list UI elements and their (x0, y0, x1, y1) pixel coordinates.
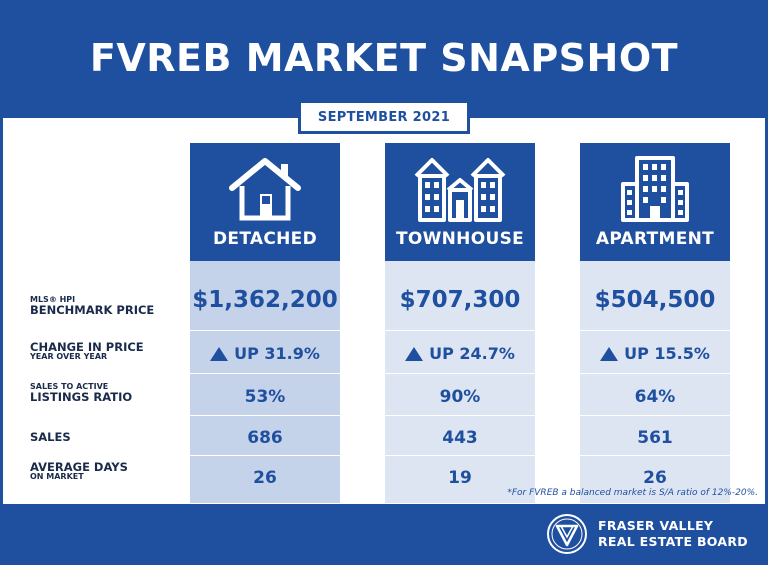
average-days-value: 26 (253, 468, 277, 488)
sales-value: 686 (247, 428, 283, 448)
row-divider (20, 373, 731, 374)
sales-ratio-value: 90% (439, 387, 481, 407)
benchmark-price-value: $707,300 (399, 287, 521, 313)
row-label-small: SALES TO ACTIVE (30, 382, 109, 391)
row-label-main: LISTINGS RATIO (30, 390, 133, 405)
column-detached: DETACHED $1,362,200 UP 31.9% 53% 686 26 (190, 143, 340, 503)
row-divider (20, 330, 731, 331)
brand-name-line2: REAL ESTATE BOARD (598, 534, 748, 549)
fvreb-logo-icon (547, 514, 587, 554)
change-in-price-cell: UP 24.7% (385, 344, 535, 365)
change-in-price-cell: UP 31.9% (190, 344, 340, 365)
column-body: $504,500 UP 15.5% 64% 561 26 (580, 261, 730, 503)
date-badge: SEPTEMBER 2021 (298, 100, 470, 134)
apartment-building-icon (580, 153, 730, 225)
row-label-sales: SALES (30, 431, 71, 443)
townhouse-icon (385, 153, 535, 225)
column-header: DETACHED (190, 143, 340, 261)
house-icon (190, 153, 340, 225)
up-arrow-icon (405, 346, 424, 361)
column-label: DETACHED (213, 229, 317, 249)
brand-name-line1: FRASER VALLEY (598, 518, 714, 534)
change-in-price-value: UP 24.7% (429, 344, 515, 363)
column-body: $1,362,200 UP 31.9% 53% 686 26 (190, 261, 340, 503)
change-in-price-value: UP 31.9% (234, 344, 320, 363)
row-label-small: MLS® HPI (30, 295, 76, 304)
column-apartment: APARTMENT $504,500 UP 15.5% 64% 561 26 (580, 143, 730, 503)
row-label-change-in-price: CHANGE IN PRICE YEAR OVER YEAR (30, 341, 144, 361)
column-body: $707,300 UP 24.7% 90% 443 19 (385, 261, 535, 503)
change-in-price-cell: UP 15.5% (580, 344, 730, 365)
benchmark-price-value: $504,500 (594, 287, 716, 313)
page-title: FVREB MARKET SNAPSHOT (89, 36, 679, 80)
row-label-average-days: AVERAGE DAYS ON MARKET (30, 461, 128, 481)
row-divider (20, 455, 731, 456)
brand-logo: FRASER VALLEY REAL ESTATE BOARD (546, 512, 756, 556)
sales-value: 443 (442, 428, 478, 448)
up-arrow-icon (210, 346, 229, 361)
sales-ratio-value: 64% (634, 387, 676, 407)
row-divider (20, 415, 731, 416)
row-label-main: AVERAGE DAYS (30, 460, 128, 474)
column-header: APARTMENT (580, 143, 730, 261)
average-days-value: 19 (448, 468, 472, 488)
row-label-small: YEAR OVER YEAR (30, 352, 108, 362)
column-townhouse: TOWNHOUSE $707,300 UP 24.7% 90% 443 19 (385, 143, 535, 503)
footnote: *For FVREB a balanced market is S/A rati… (507, 488, 758, 498)
row-label-small: ON MARKET (30, 472, 84, 482)
row-label-main: BENCHMARK PRICE (30, 303, 155, 318)
brand-name: FRASER VALLEY REAL ESTATE BOARD (598, 518, 748, 549)
row-label-main: CHANGE IN PRICE (30, 340, 144, 354)
average-days-value: 26 (643, 468, 667, 488)
up-arrow-icon (600, 346, 619, 361)
row-label-sales-ratio: SALES TO ACTIVE LISTINGS RATIO (30, 382, 133, 405)
change-in-price-value: UP 15.5% (624, 344, 710, 363)
benchmark-price-value: $1,362,200 (192, 287, 338, 313)
column-label: TOWNHOUSE (395, 229, 525, 249)
row-label-benchmark-price: MLS® HPI BENCHMARK PRICE (30, 295, 155, 318)
column-header: TOWNHOUSE (385, 143, 535, 261)
column-label: APARTMENT (595, 229, 715, 249)
sales-value: 561 (637, 428, 673, 448)
row-label-main: SALES (30, 430, 71, 444)
sales-ratio-value: 53% (244, 387, 286, 407)
